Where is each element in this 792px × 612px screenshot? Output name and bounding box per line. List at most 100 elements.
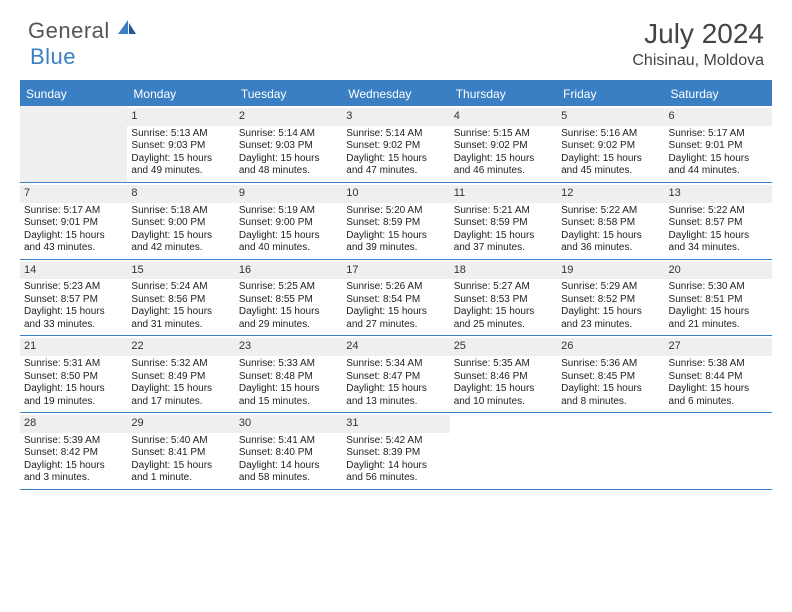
sunrise-text: Sunrise: 5:14 AM [346, 128, 445, 141]
day-cell: 29Sunrise: 5:40 AMSunset: 8:41 PMDayligh… [127, 413, 234, 489]
day-cell: 5Sunrise: 5:16 AMSunset: 9:02 PMDaylight… [557, 106, 664, 182]
sunset-text: Sunset: 8:54 PM [346, 294, 445, 307]
daylight-text: Daylight: 15 hours and 48 minutes. [239, 153, 338, 178]
logo-text-blue: Blue [30, 44, 76, 69]
sunrise-text: Sunrise: 5:14 AM [239, 128, 338, 141]
day-number: 28 [24, 417, 36, 429]
daylight-text: Daylight: 15 hours and 17 minutes. [131, 383, 230, 408]
sunset-text: Sunset: 8:47 PM [346, 371, 445, 384]
sunset-text: Sunset: 9:01 PM [669, 140, 768, 153]
day-number-row: 5 [557, 108, 664, 126]
day-number: 27 [669, 340, 681, 352]
day-cell: 10Sunrise: 5:20 AMSunset: 8:59 PMDayligh… [342, 183, 449, 259]
daylight-text: Daylight: 15 hours and 29 minutes. [239, 306, 338, 331]
sunrise-text: Sunrise: 5:30 AM [669, 281, 768, 294]
sunset-text: Sunset: 9:00 PM [239, 217, 338, 230]
day-cell: 20Sunrise: 5:30 AMSunset: 8:51 PMDayligh… [665, 260, 772, 336]
day-number-row: 29 [127, 415, 234, 433]
day-number-row: 2 [235, 108, 342, 126]
sunset-text: Sunset: 8:58 PM [561, 217, 660, 230]
sail-icon [116, 18, 138, 41]
day-number-row: 21 [20, 338, 127, 356]
day-number-row: 4 [450, 108, 557, 126]
day-cell: 27 Sunrise: 5:38 AMSunset: 8:44 PMDayligh… [665, 336, 772, 412]
daylight-text: Daylight: 15 hours and 21 minutes. [669, 306, 768, 331]
day-number: 19 [561, 264, 573, 276]
sunset-text: Sunset: 9:02 PM [561, 140, 660, 153]
day-number: 31 [346, 417, 358, 429]
sunrise-text: Sunrise: 5:29 AM [561, 281, 660, 294]
sunset-text: Sunset: 9:03 PM [239, 140, 338, 153]
daylight-text: Daylight: 15 hours and 49 minutes. [131, 153, 230, 178]
day-cell: 12Sunrise: 5:22 AMSunset: 8:58 PMDayligh… [557, 183, 664, 259]
week-row: 28Sunrise: 5:39 AMSunset: 8:42 PMDayligh… [20, 413, 772, 490]
sunrise-text: Sunrise: 5:15 AM [454, 128, 553, 141]
day-number-row: 22 [127, 338, 234, 356]
sunrise-text: Sunrise: 5:23 AM [24, 281, 123, 294]
daylight-text: Daylight: 15 hours and 8 minutes. [561, 383, 660, 408]
sunset-text: Sunset: 9:02 PM [346, 140, 445, 153]
day-number: 30 [239, 417, 251, 429]
sunrise-text: Sunrise: 5:13 AM [131, 128, 230, 141]
week-row: 14Sunrise: 5:23 AMSunset: 8:57 PMDayligh… [20, 260, 772, 337]
day-cell: 4 Sunrise: 5:15 AMSunset: 9:02 PMDaylight… [450, 106, 557, 182]
daylight-text: Daylight: 15 hours and 6 minutes. [669, 383, 768, 408]
day-number: 15 [131, 264, 143, 276]
day-header-row: SundayMondayTuesdayWednesdayThursdayFrid… [20, 82, 772, 106]
day-number: 3 [346, 110, 352, 122]
sunrise-text: Sunrise: 5:39 AM [24, 435, 123, 448]
daylight-text: Daylight: 15 hours and 10 minutes. [454, 383, 553, 408]
daylight-text: Daylight: 14 hours and 58 minutes. [239, 460, 338, 485]
calendar: SundayMondayTuesdayWednesdayThursdayFrid… [20, 80, 772, 490]
day-cell: 3 Sunrise: 5:14 AMSunset: 9:02 PMDaylight… [342, 106, 449, 182]
day-number: 25 [454, 340, 466, 352]
day-header: Thursday [450, 82, 557, 106]
daylight-text: Daylight: 15 hours and 37 minutes. [454, 230, 553, 255]
day-number-row: 10 [342, 185, 449, 203]
week-row: 7Sunrise: 5:17 AMSunset: 9:01 PMDaylight… [20, 183, 772, 260]
sunset-text: Sunset: 8:40 PM [239, 447, 338, 460]
sunrise-text: Sunrise: 5:20 AM [346, 205, 445, 218]
sunrise-text: Sunrise: 5:26 AM [346, 281, 445, 294]
daylight-text: Daylight: 15 hours and 47 minutes. [346, 153, 445, 178]
sunset-text: Sunset: 8:59 PM [454, 217, 553, 230]
day-number-row: 18 [450, 262, 557, 280]
sunrise-text: Sunrise: 5:22 AM [561, 205, 660, 218]
month-year: July 2024 [632, 18, 764, 50]
day-number-row: 30 [235, 415, 342, 433]
daylight-text: Daylight: 15 hours and 13 minutes. [346, 383, 445, 408]
empty-cell [20, 106, 127, 182]
day-cell: 22Sunrise: 5:32 AMSunset: 8:49 PMDayligh… [127, 336, 234, 412]
day-cell: 9Sunrise: 5:19 AMSunset: 9:00 PMDaylight… [235, 183, 342, 259]
day-cell: 16Sunrise: 5:25 AMSunset: 8:55 PMDayligh… [235, 260, 342, 336]
daylight-text: Daylight: 15 hours and 45 minutes. [561, 153, 660, 178]
day-number-row: 11 [450, 185, 557, 203]
daylight-text: Daylight: 15 hours and 46 minutes. [454, 153, 553, 178]
day-number: 7 [24, 187, 30, 199]
day-cell: 6Sunrise: 5:17 AMSunset: 9:01 PMDaylight… [665, 106, 772, 182]
sunset-text: Sunset: 9:02 PM [454, 140, 553, 153]
day-cell: 11Sunrise: 5:21 AMSunset: 8:59 PMDayligh… [450, 183, 557, 259]
day-cell: 28Sunrise: 5:39 AMSunset: 8:42 PMDayligh… [20, 413, 127, 489]
daylight-text: Daylight: 15 hours and 34 minutes. [669, 230, 768, 255]
day-cell: 8Sunrise: 5:18 AMSunset: 9:00 PMDaylight… [127, 183, 234, 259]
sunrise-text: Sunrise: 5:36 AM [561, 358, 660, 371]
day-number: 11 [454, 187, 465, 199]
daylight-text: Daylight: 15 hours and 27 minutes. [346, 306, 445, 331]
sunrise-text: Sunrise: 5:22 AM [669, 205, 768, 218]
sunset-text: Sunset: 8:53 PM [454, 294, 553, 307]
day-number: 16 [239, 264, 251, 276]
day-cell: 31Sunrise: 5:42 AMSunset: 8:39 PMDayligh… [342, 413, 449, 489]
sunrise-text: Sunrise: 5:24 AM [131, 281, 230, 294]
sunrise-text: Sunrise: 5:18 AM [131, 205, 230, 218]
sunset-text: Sunset: 8:44 PM [669, 371, 768, 384]
day-number: 8 [131, 187, 137, 199]
sunrise-text: Sunrise: 5:38 AM [669, 358, 768, 371]
empty-cell [450, 413, 557, 489]
day-header: Saturday [665, 82, 772, 106]
day-number-row: 17 [342, 262, 449, 280]
day-number: 2 [239, 110, 245, 122]
empty-cell [557, 413, 664, 489]
day-number: 17 [346, 264, 358, 276]
sunset-text: Sunset: 8:46 PM [454, 371, 553, 384]
